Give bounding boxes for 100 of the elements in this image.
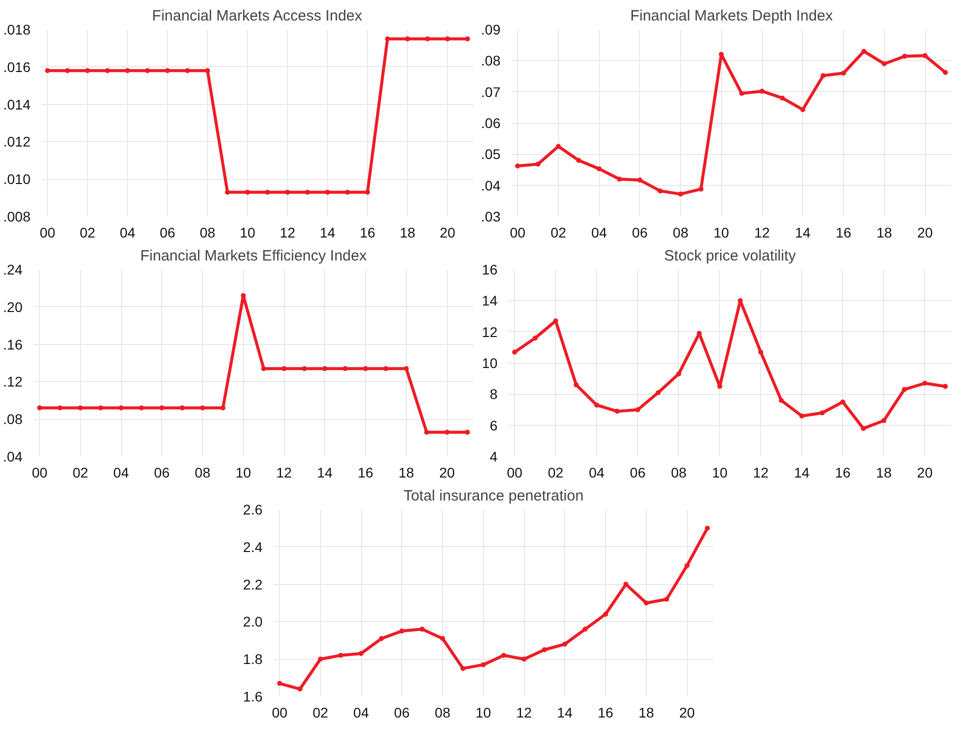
point <box>57 405 62 410</box>
x-tick-label: 02 <box>550 224 566 240</box>
point <box>78 405 83 410</box>
point <box>322 366 328 372</box>
x-tick-label: 08 <box>672 224 689 240</box>
y-tick-label: .03 <box>481 208 501 224</box>
point <box>820 73 826 78</box>
x-tick-label: 12 <box>752 464 769 480</box>
y-tick-label: .16 <box>3 336 23 352</box>
point <box>405 36 410 42</box>
x-tick-label: 04 <box>588 464 605 480</box>
point <box>556 144 561 149</box>
point <box>285 190 290 195</box>
y-tick-label: 10 <box>482 355 498 371</box>
point <box>902 54 908 59</box>
point <box>378 636 384 642</box>
point <box>542 647 547 652</box>
point <box>205 68 210 74</box>
point <box>159 405 164 410</box>
point <box>37 405 42 410</box>
point <box>200 405 206 410</box>
x-tick-label: 20 <box>917 464 933 480</box>
point <box>780 96 785 101</box>
point <box>420 626 425 632</box>
x-tick-label: 10 <box>714 224 730 240</box>
x-tick-label: 08 <box>434 704 451 720</box>
point <box>180 405 185 410</box>
x-tick-label: 02 <box>72 464 88 480</box>
x-tick-label: 06 <box>160 224 176 240</box>
x-tick-label: 16 <box>598 704 614 720</box>
point <box>718 52 724 57</box>
x-tick-label: 04 <box>591 224 608 240</box>
x-tick-label: 06 <box>154 464 170 480</box>
point <box>404 366 409 372</box>
x-tick-label: 12 <box>280 224 296 240</box>
point <box>616 176 622 182</box>
point <box>704 526 710 531</box>
y-tick-label: .07 <box>481 84 501 100</box>
x-tick-label: 18 <box>400 224 416 240</box>
point <box>245 190 250 195</box>
point <box>698 186 704 192</box>
point <box>760 88 765 94</box>
x-tick-label: 04 <box>113 464 130 480</box>
point <box>678 192 684 197</box>
y-tick-label: 16 <box>482 262 498 278</box>
point <box>922 53 928 58</box>
y-tick-label: .08 <box>481 52 501 69</box>
point <box>664 596 670 602</box>
y-tick-label: 2.4 <box>243 538 263 555</box>
y-tick-label: 6 <box>490 417 498 434</box>
x-tick-label: 12 <box>516 704 532 720</box>
point <box>594 402 600 408</box>
point <box>185 68 190 74</box>
x-tick-label: 08 <box>670 464 687 480</box>
point <box>658 188 663 194</box>
point <box>942 70 948 76</box>
point <box>445 36 450 42</box>
point <box>424 430 430 435</box>
y-tick-label: 1.8 <box>243 651 263 668</box>
point <box>464 430 470 435</box>
y-tick-label: 12 <box>482 324 498 340</box>
y-tick-label: .05 <box>481 146 501 162</box>
x-tick-label: 06 <box>394 704 410 720</box>
point <box>684 563 690 568</box>
point <box>277 680 282 686</box>
y-tick-label: 2.6 <box>243 502 263 518</box>
y-tick-label: .12 <box>3 374 23 390</box>
point <box>562 642 568 647</box>
chart-title: Total insurance penetration <box>403 488 584 504</box>
y-tick-label: .010 <box>3 171 31 188</box>
x-tick-label: 04 <box>120 224 136 240</box>
point <box>45 68 50 74</box>
point <box>596 166 602 172</box>
x-tick-label: 16 <box>835 464 851 480</box>
point <box>614 408 620 414</box>
point <box>637 178 642 183</box>
point <box>840 399 846 404</box>
chart-title: Financial Markets Access Index <box>152 8 363 24</box>
point <box>522 656 527 662</box>
point <box>515 164 520 169</box>
point <box>676 371 682 376</box>
point <box>480 662 486 668</box>
point <box>265 190 270 195</box>
y-tick-label: 1.6 <box>243 688 263 704</box>
x-tick-label: 20 <box>917 224 934 240</box>
point <box>778 398 784 403</box>
point <box>635 407 640 412</box>
point <box>118 405 124 410</box>
point <box>881 418 886 424</box>
point <box>860 426 866 431</box>
point <box>261 366 266 372</box>
x-tick-label: 20 <box>440 224 456 240</box>
x-tick-label: 02 <box>548 464 564 480</box>
x-tick-label: 08 <box>194 464 211 480</box>
chart-title: Stock price volatility <box>664 248 796 264</box>
point <box>145 68 150 74</box>
x-tick-label: 06 <box>632 224 648 240</box>
point <box>841 70 846 76</box>
x-tick-label: 18 <box>398 464 414 480</box>
x-tick-label: 00 <box>40 224 56 240</box>
